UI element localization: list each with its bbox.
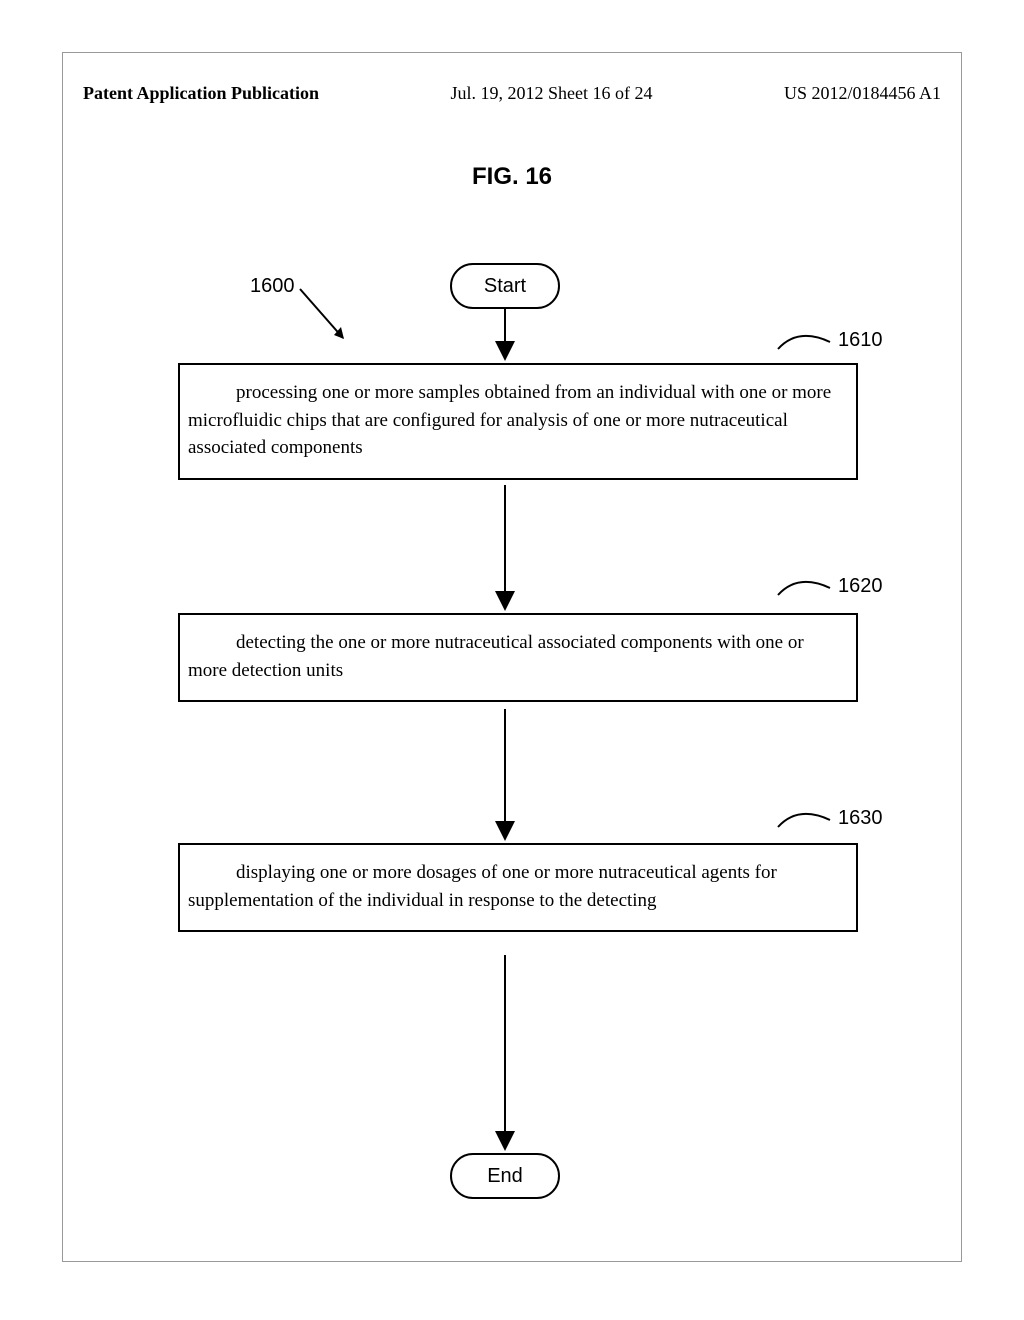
- ref-label-1600: 1600: [250, 275, 295, 298]
- ref-label-1620: 1620: [838, 575, 883, 598]
- header-left: Patent Application Publication: [83, 83, 319, 104]
- process-step-2-text: detecting the one or more nutraceutical …: [188, 629, 844, 684]
- process-step-3: displaying one or more dosages of one or…: [178, 843, 858, 932]
- process-step-1-text: processing one or more samples obtained …: [188, 379, 844, 462]
- process-step-1: processing one or more samples obtained …: [178, 363, 858, 480]
- terminator-start: Start: [450, 263, 560, 309]
- page-header: Patent Application Publication Jul. 19, …: [63, 83, 961, 104]
- process-step-3-text: displaying one or more dosages of one or…: [188, 859, 844, 914]
- ref-label-1610: 1610: [838, 329, 883, 352]
- page-frame: Patent Application Publication Jul. 19, …: [62, 52, 962, 1262]
- header-center: Jul. 19, 2012 Sheet 16 of 24: [451, 83, 653, 104]
- terminator-end: End: [450, 1153, 560, 1199]
- flowchart: Start processing one or more samples obt…: [138, 253, 898, 1213]
- header-right: US 2012/0184456 A1: [784, 83, 941, 104]
- figure-title: FIG. 16: [63, 163, 961, 191]
- ref-label-1630: 1630: [838, 807, 883, 830]
- process-step-2: detecting the one or more nutraceutical …: [178, 613, 858, 702]
